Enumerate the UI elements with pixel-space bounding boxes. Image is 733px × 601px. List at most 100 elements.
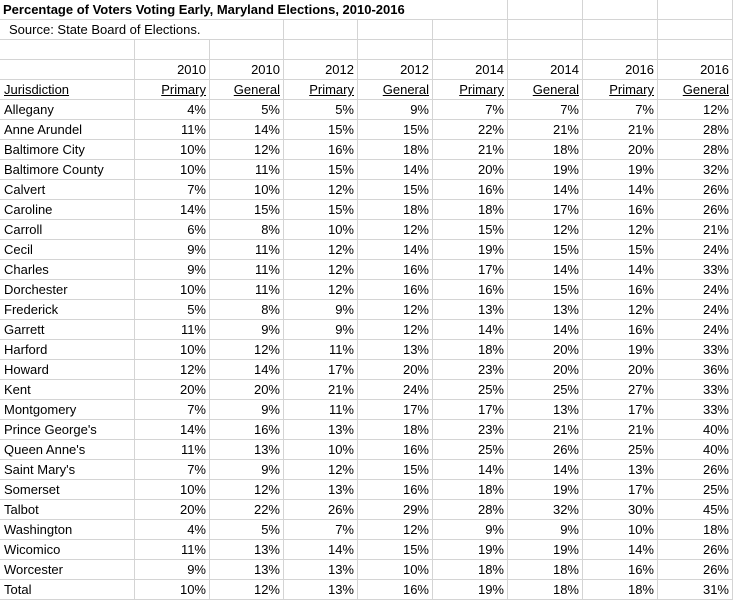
percent-cell[interactable]: 19% [433,580,508,600]
percent-cell[interactable]: 4% [135,520,210,540]
percent-cell[interactable]: 12% [210,140,284,160]
percent-cell[interactable]: 19% [583,160,658,180]
percent-cell[interactable]: 9% [210,400,284,420]
type-header[interactable]: General [508,80,583,100]
empty-cell[interactable] [210,20,284,40]
percent-cell[interactable]: 16% [358,440,433,460]
percent-cell[interactable]: 13% [284,480,358,500]
percent-cell[interactable]: 18% [658,520,733,540]
percent-cell[interactable]: 20% [583,360,658,380]
percent-cell[interactable]: 11% [210,240,284,260]
percent-cell[interactable]: 11% [135,120,210,140]
percent-cell[interactable]: 14% [135,200,210,220]
percent-cell[interactable]: 14% [508,180,583,200]
percent-cell[interactable]: 12% [508,220,583,240]
jurisdiction-name[interactable]: Caroline [0,200,135,220]
percent-cell[interactable]: 11% [210,280,284,300]
percent-cell[interactable]: 12% [358,320,433,340]
percent-cell[interactable]: 14% [135,420,210,440]
percent-cell[interactable]: 10% [135,140,210,160]
percent-cell[interactable]: 12% [583,220,658,240]
percent-cell[interactable]: 26% [658,540,733,560]
percent-cell[interactable]: 20% [135,500,210,520]
jurisdiction-name[interactable]: Carroll [0,220,135,240]
percent-cell[interactable]: 26% [658,180,733,200]
percent-cell[interactable]: 23% [433,360,508,380]
percent-cell[interactable]: 13% [433,300,508,320]
percent-cell[interactable]: 45% [658,500,733,520]
percent-cell[interactable]: 15% [358,460,433,480]
percent-cell[interactable]: 9% [508,520,583,540]
percent-cell[interactable]: 17% [508,200,583,220]
type-header[interactable]: General [358,80,433,100]
percent-cell[interactable]: 14% [433,460,508,480]
percent-cell[interactable]: 14% [210,120,284,140]
year-header[interactable]: 2012 [284,60,358,80]
percent-cell[interactable]: 14% [583,540,658,560]
percent-cell[interactable]: 11% [135,440,210,460]
percent-cell[interactable]: 9% [284,320,358,340]
percent-cell[interactable]: 32% [658,160,733,180]
percent-cell[interactable]: 5% [210,520,284,540]
percent-cell[interactable]: 15% [508,280,583,300]
percent-cell[interactable]: 14% [433,320,508,340]
empty-cell[interactable] [0,60,135,80]
percent-cell[interactable]: 7% [508,100,583,120]
type-header[interactable]: Primary [284,80,358,100]
percent-cell[interactable]: 10% [284,220,358,240]
percent-cell[interactable]: 15% [508,240,583,260]
jurisdiction-name[interactable]: Saint Mary's [0,460,135,480]
percent-cell[interactable]: 10% [135,340,210,360]
empty-cell[interactable] [508,40,583,60]
percent-cell[interactable]: 25% [433,380,508,400]
percent-cell[interactable]: 19% [433,540,508,560]
percent-cell[interactable]: 10% [135,160,210,180]
jurisdiction-name[interactable]: Baltimore City [0,140,135,160]
jurisdiction-name[interactable]: Dorchester [0,280,135,300]
percent-cell[interactable]: 13% [210,540,284,560]
percent-cell[interactable]: 16% [210,420,284,440]
percent-cell[interactable]: 11% [135,540,210,560]
percent-cell[interactable]: 19% [508,160,583,180]
percent-cell[interactable]: 21% [508,120,583,140]
empty-cell[interactable] [433,20,508,40]
percent-cell[interactable]: 16% [358,480,433,500]
percent-cell[interactable]: 12% [284,260,358,280]
percent-cell[interactable]: 15% [210,200,284,220]
percent-cell[interactable]: 16% [583,560,658,580]
percent-cell[interactable]: 24% [658,280,733,300]
percent-cell[interactable]: 7% [284,520,358,540]
empty-cell[interactable] [135,40,210,60]
percent-cell[interactable]: 13% [284,420,358,440]
percent-cell[interactable]: 9% [433,520,508,540]
empty-cell[interactable] [583,20,658,40]
percent-cell[interactable]: 14% [508,460,583,480]
percent-cell[interactable]: 21% [583,420,658,440]
year-header[interactable]: 2014 [508,60,583,80]
percent-cell[interactable]: 40% [658,420,733,440]
percent-cell[interactable]: 29% [358,500,433,520]
percent-cell[interactable]: 19% [508,540,583,560]
percent-cell[interactable]: 20% [583,140,658,160]
percent-cell[interactable]: 15% [284,200,358,220]
percent-cell[interactable]: 33% [658,380,733,400]
percent-cell[interactable]: 14% [284,540,358,560]
percent-cell[interactable]: 33% [658,260,733,280]
empty-cell[interactable] [358,40,433,60]
percent-cell[interactable]: 16% [583,320,658,340]
percent-cell[interactable]: 18% [433,480,508,500]
percent-cell[interactable]: 11% [284,340,358,360]
percent-cell[interactable]: 9% [210,320,284,340]
percent-cell[interactable]: 18% [583,580,658,600]
percent-cell[interactable]: 17% [358,400,433,420]
percent-cell[interactable]: 26% [658,460,733,480]
percent-cell[interactable]: 16% [358,580,433,600]
percent-cell[interactable]: 13% [358,340,433,360]
percent-cell[interactable]: 6% [135,220,210,240]
percent-cell[interactable]: 21% [658,220,733,240]
percent-cell[interactable]: 14% [508,260,583,280]
percent-cell[interactable]: 28% [658,140,733,160]
percent-cell[interactable]: 31% [658,580,733,600]
jurisdiction-name[interactable]: Allegany [0,100,135,120]
percent-cell[interactable]: 13% [583,460,658,480]
